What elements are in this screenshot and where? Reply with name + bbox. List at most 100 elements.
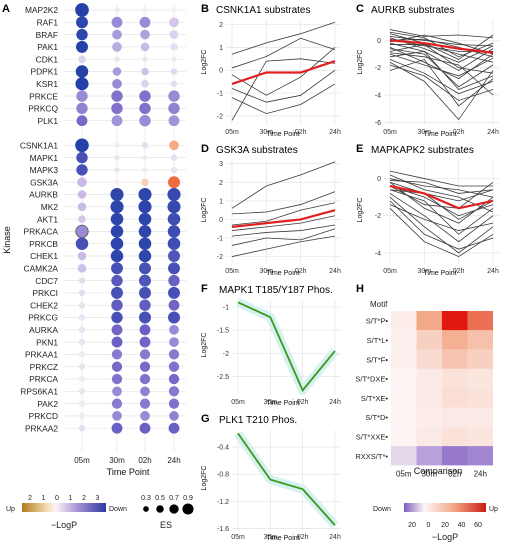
- panel-a-dot: [77, 202, 87, 212]
- x-tick-label: 05m: [225, 129, 239, 136]
- x-tick-label: 30m: [264, 534, 278, 541]
- panel-f-letter: F: [201, 283, 208, 295]
- panel-a-dot: [78, 338, 86, 346]
- panel-b-title: CSNK1A1 substrates: [216, 5, 311, 16]
- panel-a-dot: [114, 56, 120, 62]
- panel-b-xlabel: Time Point: [266, 131, 299, 138]
- panel-a-kinase-label: CHEK1: [30, 251, 58, 261]
- panel-c-xlabel: Time Point: [423, 131, 456, 138]
- panel-a-kinase-label: PRKCB: [29, 239, 58, 249]
- panel-a-dot: [110, 225, 124, 238]
- panel-a-dot: [76, 115, 88, 127]
- y-tick-label: 3: [219, 161, 223, 168]
- panel-a-dot: [139, 349, 151, 360]
- panel-h-header: Motif: [370, 300, 388, 309]
- panel-f-mapk1-phos: F MAPK1 T185/Y187 Phos. Log2FC Time Poin…: [201, 283, 341, 407]
- panel-a-xtick: 05m: [74, 456, 90, 465]
- panel-a-dot: [77, 264, 87, 273]
- substrate-line: [231, 37, 336, 69]
- y-tick-label: -1.5: [217, 328, 229, 335]
- panel-a-dot: [138, 225, 152, 238]
- panel-a-dot: [170, 166, 178, 174]
- panel-a-kinase-label: PAK1: [37, 42, 58, 52]
- panel-h-cell: [442, 311, 468, 331]
- panel-a-dot: [111, 361, 123, 372]
- panel-a-logp-colorbar: [22, 503, 106, 512]
- panel-a-dot: [77, 177, 87, 188]
- panel-a-dot: [138, 212, 152, 226]
- panel-a-dot: [112, 67, 122, 76]
- panel-a-dot: [168, 373, 180, 385]
- panel-a-dots: [75, 3, 181, 434]
- panel-a-kinase-label: CSNK1A1: [20, 141, 59, 151]
- panel-h-cell: [416, 368, 442, 389]
- panel-a-kinase-label: CAMK2A: [24, 264, 59, 274]
- y-tick-label: -2.5: [217, 374, 229, 381]
- panel-a-es-title: ES: [160, 520, 172, 530]
- panel-a-kinase-label: GSK3A: [30, 177, 58, 187]
- y-tick-label: -0.8: [217, 472, 229, 479]
- y-tick-label: -6: [375, 120, 381, 127]
- panel-h-cell: [467, 426, 493, 447]
- panel-a-dot: [168, 286, 180, 299]
- panel-h-cell: [442, 388, 468, 408]
- panel-a-dot: [111, 299, 123, 311]
- panel-a-dot: [139, 90, 151, 102]
- panel-a-dot: [170, 43, 178, 51]
- y-tick-label: -1.6: [217, 526, 229, 533]
- panel-h-cell: [391, 349, 417, 369]
- panel-a-kinase-label: MAPK3: [30, 165, 59, 175]
- panel-a-dot: [75, 3, 89, 17]
- y-tick-label: 0: [219, 217, 223, 224]
- panel-a-dot: [112, 78, 122, 89]
- substrate-line: [389, 37, 494, 63]
- panel-a-dot: [111, 274, 123, 287]
- panel-h-cell: [391, 368, 417, 389]
- panel-a-es-legend: 0.3 0.5 0.7 0.9 ES: [141, 495, 194, 530]
- panel-e-ylabel: Log2FC: [357, 198, 364, 223]
- panel-a-dot: [138, 187, 152, 202]
- panel-b-letter: B: [201, 3, 209, 15]
- x-tick-label: 30m: [260, 268, 274, 275]
- panel-a-kinase-label: CDK1: [36, 54, 59, 64]
- panel-a-dot: [111, 286, 123, 299]
- panel-a-xlabel: Time Point: [107, 467, 150, 477]
- panel-a-dot: [168, 274, 180, 287]
- plot-background: [226, 160, 341, 264]
- y-tick-label: -4: [375, 250, 381, 257]
- panel-a-dot: [138, 237, 152, 250]
- panel-a-dot: [139, 311, 151, 324]
- panel-h-row-label: S/T*XXE•: [356, 432, 389, 441]
- panel-g-title: PLK1 T210 Phos.: [219, 415, 297, 426]
- panel-a-dot: [78, 400, 86, 407]
- panel-a-dot: [167, 212, 181, 226]
- x-tick-label: 05m: [383, 268, 397, 275]
- panel-c-title: AURKB substrates: [371, 5, 454, 16]
- panel-a-dot: [167, 237, 181, 250]
- x-tick-label: 24h: [329, 129, 341, 136]
- y-tick-label: 2: [219, 22, 223, 29]
- panel-a-logp-tick: 0: [55, 495, 59, 502]
- panel-a-kinase-label: PRKACA: [24, 227, 59, 237]
- y-tick-label: 0: [377, 38, 381, 45]
- panel-h-row-label: S/T*P•: [366, 317, 389, 326]
- panel-a-kinase-label: PRKCQ: [28, 104, 58, 114]
- panel-a-dot: [139, 274, 151, 287]
- panel-a-dot: [75, 138, 89, 153]
- panel-a-es-circle: [169, 504, 179, 514]
- panel-a-dot: [77, 190, 87, 199]
- x-tick-label: 24h: [487, 268, 499, 275]
- substrate-line: [389, 170, 493, 187]
- panel-a-dot: [111, 336, 123, 348]
- panel-a-kinase-label: CDC7: [35, 276, 58, 286]
- x-tick-label: 24h: [329, 399, 341, 406]
- x-tick-label: 24h: [329, 534, 341, 541]
- substrate-line: [390, 44, 494, 63]
- panel-h-cell: [467, 330, 493, 350]
- panel-a-dot: [139, 286, 151, 299]
- y-tick-label: 1: [219, 198, 223, 205]
- x-tick-label: 30m: [264, 399, 278, 406]
- panel-h-row-label: S/T*L•: [367, 336, 389, 345]
- panel-a-dot: [76, 164, 88, 176]
- panel-a-dot: [168, 349, 180, 360]
